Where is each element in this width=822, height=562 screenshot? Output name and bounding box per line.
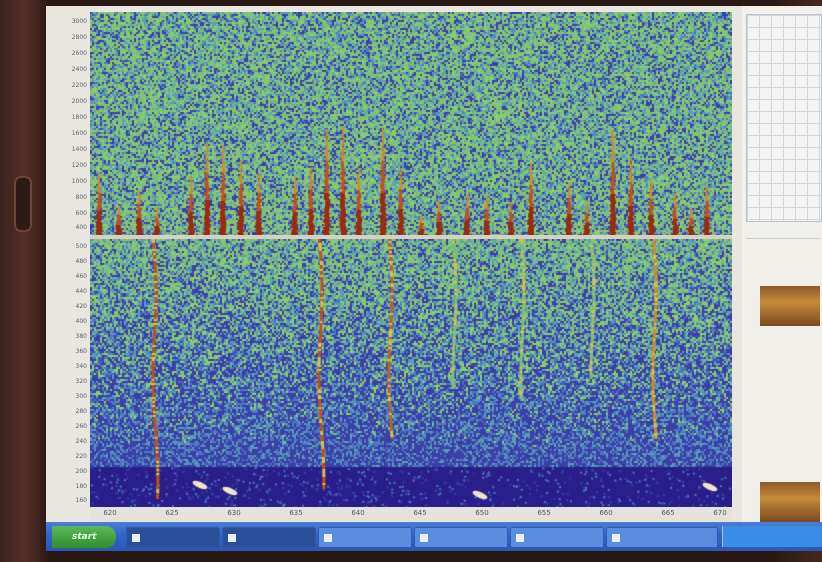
taskbar-item[interactable] [414, 527, 508, 548]
taskbar-item[interactable] [126, 527, 220, 548]
y-tick: 600 [75, 210, 87, 217]
spectrogram-bottom-canvas[interactable] [90, 239, 732, 507]
screen: 3000 2800 2600 2400 2200 2000 1800 1600 … [46, 6, 822, 551]
x-tick: 620 [103, 509, 117, 517]
x-tick: 650 [475, 509, 489, 517]
y-tick: 1600 [71, 130, 87, 137]
y-tick: 500 [75, 243, 87, 250]
x-tick: 630 [227, 509, 241, 517]
waveform-thumbnail[interactable] [760, 482, 820, 522]
y-tick: 460 [75, 273, 87, 280]
y-tick: 260 [75, 423, 87, 430]
y-tick: 1400 [71, 146, 87, 153]
y-tick: 240 [75, 438, 87, 445]
window-icon [516, 533, 524, 542]
y-tick: 300 [75, 393, 87, 400]
y-tick: 1800 [71, 114, 87, 121]
y-tick: 400 [75, 318, 87, 325]
side-panel [742, 6, 822, 522]
bottom-y-axis: 500 480 460 440 420 400 380 360 340 320 … [46, 239, 90, 507]
x-tick: 645 [413, 509, 427, 517]
y-tick: 160 [75, 497, 87, 504]
y-tick: 440 [75, 288, 87, 295]
side-panel-row[interactable] [746, 406, 820, 416]
window-icon [612, 533, 620, 542]
taskbar-item[interactable] [510, 527, 604, 548]
spectrogram-top-canvas[interactable] [90, 12, 732, 235]
y-tick: 1000 [71, 178, 87, 185]
x-tick: 670 [713, 509, 727, 517]
y-tick: 2400 [71, 66, 87, 73]
time-axis: 620 625 630 635 640 645 650 655 660 665 … [90, 507, 732, 521]
spectrogram-top-panel[interactable] [90, 12, 732, 235]
y-tick: 200 [75, 468, 87, 475]
x-tick: 625 [165, 509, 179, 517]
x-tick: 665 [661, 509, 675, 517]
spectrogram-bottom-panel[interactable] [90, 239, 732, 507]
side-panel-row[interactable] [746, 426, 820, 436]
panel-divider[interactable] [90, 235, 732, 239]
window-icon [420, 533, 428, 542]
y-tick: 2800 [71, 34, 87, 41]
waveform-thumbnail[interactable] [760, 286, 820, 326]
taskbar-item[interactable] [318, 527, 412, 548]
spectrogram-window: 3000 2800 2600 2400 2200 2000 1800 1600 … [46, 6, 742, 522]
y-tick: 320 [75, 378, 87, 385]
window-icon [324, 533, 332, 542]
system-tray[interactable] [722, 526, 822, 547]
y-tick: 180 [75, 483, 87, 490]
taskbar: start [46, 522, 822, 551]
y-tick: 1200 [71, 162, 87, 169]
side-panel-row[interactable] [746, 228, 820, 239]
y-tick: 400 [75, 224, 87, 231]
side-panel-row[interactable] [746, 350, 820, 360]
taskbar-item[interactable] [222, 527, 316, 548]
y-tick: 360 [75, 348, 87, 355]
y-tick: 2200 [71, 82, 87, 89]
y-tick: 2600 [71, 50, 87, 57]
x-tick: 635 [289, 509, 303, 517]
y-tick: 2000 [71, 98, 87, 105]
window-icon [132, 533, 140, 542]
y-tick: 3000 [71, 18, 87, 25]
start-button[interactable]: start [52, 526, 116, 548]
y-tick: 380 [75, 333, 87, 340]
top-y-axis: 3000 2800 2600 2400 2200 2000 1800 1600 … [46, 12, 90, 235]
window-icon [228, 533, 236, 542]
x-tick: 640 [351, 509, 365, 517]
y-tick: 280 [75, 408, 87, 415]
side-panel-row[interactable] [746, 371, 820, 381]
x-tick: 655 [537, 509, 551, 517]
y-tick: 420 [75, 303, 87, 310]
x-tick: 660 [599, 509, 613, 517]
y-tick: 220 [75, 453, 87, 460]
y-tick: 480 [75, 258, 87, 265]
y-tick: 340 [75, 363, 87, 370]
taskbar-item[interactable] [606, 527, 718, 548]
bezel-button [14, 176, 32, 232]
y-tick: 800 [75, 194, 87, 201]
side-panel-row[interactable] [746, 256, 820, 266]
side-panel-grid[interactable] [746, 14, 822, 222]
